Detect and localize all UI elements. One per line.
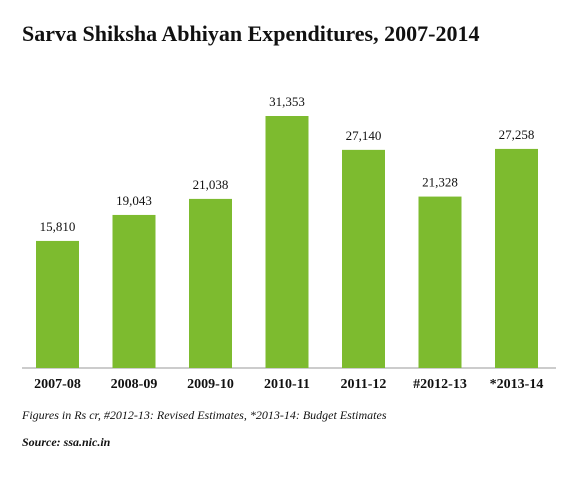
value-label: 15,810 [40,219,76,234]
x-tick-label: *2013-14 [490,377,544,392]
x-tick-label: 2011-12 [341,377,387,392]
value-label: 19,043 [116,193,152,208]
bar [265,116,309,368]
x-tick-label: 2010-11 [264,377,310,392]
chart-note: Figures in Rs cr, #2012-13: Revised Esti… [21,408,387,422]
bar [112,214,156,368]
chart-source: Source: ssa.nic.in [22,435,111,449]
x-tick-label: 2009-10 [187,377,234,392]
value-label: 21,328 [422,175,458,190]
value-label: 27,258 [499,127,535,142]
value-label: 27,140 [346,128,382,143]
bar [189,198,232,368]
bar [418,196,462,368]
value-label: 21,038 [193,177,229,192]
bar [36,240,79,368]
chart-title: Sarva Shiksha Abhiyan Expenditures, 2007… [22,21,479,46]
x-tick-label: 2008-09 [111,377,158,392]
x-tick-label: 2007-08 [34,377,81,392]
bar [495,148,538,368]
x-tick-label: #2012-13 [413,377,467,392]
value-label: 31,353 [269,94,305,109]
bar [342,149,385,368]
